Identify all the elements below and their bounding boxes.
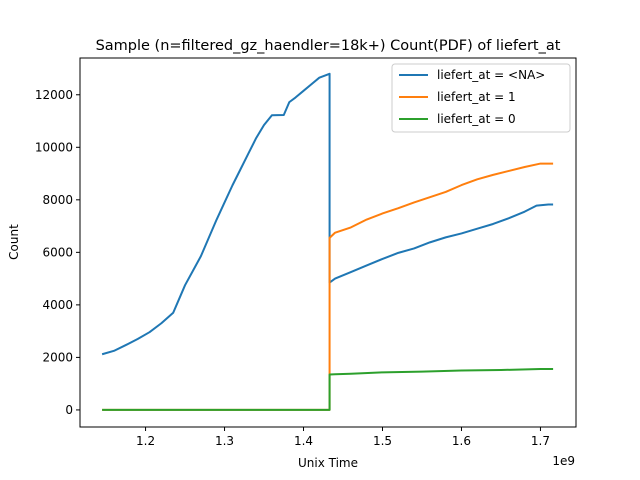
x-axis: 1.2 1.3 1.4 1.5 1.6 1.7 — [136, 427, 550, 448]
y-axis-label: Count — [7, 224, 21, 260]
y-tick-label-3: 6000 — [42, 245, 73, 259]
y-tick-label-4: 8000 — [42, 193, 73, 207]
chart-title: Sample (n=filtered_gz_haendler=18k+) Cou… — [96, 38, 561, 54]
legend-label-na: liefert_at = <NA> — [437, 68, 545, 82]
x-tick-label-5: 1.7 — [531, 434, 550, 448]
legend-label-1: liefert_at = 1 — [437, 90, 516, 104]
x-tick-label-3: 1.5 — [373, 434, 392, 448]
y-axis: 0 2000 4000 6000 8000 10000 12000 — [35, 88, 80, 417]
plot-lines — [101, 72, 554, 411]
series-line-0 — [101, 72, 554, 356]
y-tick-label-5: 10000 — [35, 140, 73, 154]
x-tick-label-0: 1.2 — [136, 434, 155, 448]
x-tick-label-1: 1.3 — [215, 434, 234, 448]
y-tick-label-1: 2000 — [42, 350, 73, 364]
x-tick-label-4: 1.6 — [452, 434, 471, 448]
y-tick-label-6: 12000 — [35, 88, 73, 102]
y-tick-label-2: 4000 — [42, 298, 73, 312]
x-tick-label-2: 1.4 — [294, 434, 313, 448]
plot-frame — [79, 57, 577, 428]
legend-label-0: liefert_at = 0 — [437, 112, 516, 126]
x-offset-label: 1e9 — [552, 454, 575, 468]
series-line-2 — [102, 367, 554, 411]
legend: liefert_at = <NA> liefert_at = 1 liefert… — [391, 63, 571, 133]
legend-box — [391, 63, 571, 133]
x-axis-label: Unix Time — [298, 456, 358, 470]
series-line-1 — [102, 162, 554, 411]
y-tick-label-0: 0 — [65, 403, 73, 417]
